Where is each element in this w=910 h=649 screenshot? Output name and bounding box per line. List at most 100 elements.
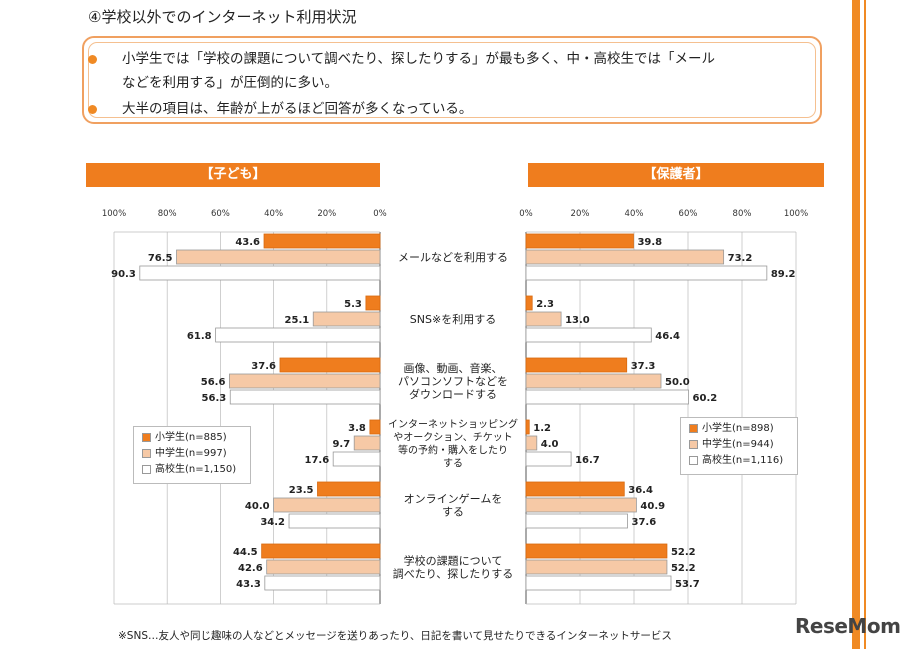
child-data-label: 25.1: [285, 315, 310, 326]
child-data-label: 3.8: [348, 423, 366, 434]
child-data-label: 37.6: [251, 361, 276, 372]
parent-data-label: 53.7: [675, 579, 700, 590]
parent-bar: [525, 559, 668, 575]
parent-data-label: 37.6: [632, 517, 657, 528]
parent-data-label: 52.2: [671, 547, 696, 558]
parent-bar: [525, 265, 768, 281]
parent-data-label: 4.0: [541, 439, 559, 450]
category-label: やオークション、チケット: [393, 432, 512, 444]
legend-swatch: [142, 448, 151, 458]
parent-data-label: 13.0: [565, 315, 590, 326]
child-bar: [176, 249, 381, 265]
parent-bar: [525, 295, 533, 311]
right-accent-bar: [852, 0, 860, 649]
child-data-label: 44.5: [233, 547, 258, 558]
category-label: する: [442, 506, 464, 519]
parent-bar: [525, 357, 628, 373]
legend-swatch: [142, 432, 151, 442]
category-label: メールなどを利用する: [398, 251, 508, 264]
footnote: ※SNS…友人や同じ趣味の人などとメッセージを送りあったり、日記を書いて見せたり…: [118, 630, 672, 642]
category-label: インターネットショッピング: [388, 418, 518, 431]
parent-bar: [525, 481, 625, 497]
parent-tick-label: 80%: [733, 209, 752, 219]
parent-data-label: 52.2: [671, 563, 696, 574]
parent-panel-header: 【保護者】: [528, 163, 824, 187]
legend-item-elementary: 小学生(n=885): [142, 431, 227, 445]
category-label: する: [443, 458, 463, 470]
parent-tick-label: 40%: [625, 209, 644, 219]
category-label: 画像、動画、音楽、: [404, 361, 503, 375]
legend-label: 中学生(n=944): [702, 439, 774, 450]
legend-swatch: [689, 423, 698, 433]
parent-bar: [525, 311, 562, 327]
child-bar: [332, 451, 381, 467]
child-data-label: 43.3: [236, 579, 261, 590]
parent-tick-label: 60%: [679, 209, 698, 219]
parent-bar: [525, 543, 668, 559]
summary-inner-border: [88, 42, 816, 118]
parent-tick-label: 0%: [519, 209, 533, 219]
category-label: 学校の課題について: [404, 554, 503, 568]
child-data-label: 34.2: [260, 517, 285, 528]
parent-tick-label: 20%: [571, 209, 590, 219]
summary-bullet-1: 小学生では「学校の課題について調べたり、探したりする」が最も多く、中・高校生では…: [88, 48, 716, 70]
legend-swatch: [689, 455, 698, 465]
child-data-label: 5.3: [344, 299, 362, 310]
logo: ReseMom: [795, 614, 901, 638]
child-bar: [229, 389, 381, 405]
summary-line-1: 小学生では「学校の課題について調べたり、探したりする」が最も多く、中・高校生では…: [122, 51, 716, 67]
page-title: ④学校以外でのインターネット利用状況: [88, 8, 357, 26]
category-label: 等の予約・購入をしたり: [398, 444, 508, 457]
child-bar: [312, 311, 381, 327]
child-data-label: 42.6: [238, 563, 263, 574]
parent-bar: [525, 435, 538, 451]
bullet-dot-icon: [88, 55, 97, 64]
parent-bar: [525, 373, 662, 389]
legend-item-elementary: 小学生(n=898): [689, 422, 774, 436]
child-bar: [261, 543, 381, 559]
child-data-label: 40.0: [245, 501, 270, 512]
summary-bullet-2: 大半の項目は、年齢が上がるほど回答が多くなっている。: [88, 98, 473, 120]
summary-line-3: 大半の項目は、年齢が上がるほど回答が多くなっている。: [122, 101, 473, 117]
parent-bar: [525, 513, 628, 529]
child-bar: [266, 559, 381, 575]
legend-item-high: 高校生(n=1,116): [689, 454, 783, 468]
category-label: SNS※を利用する: [410, 313, 496, 326]
category-label: パソコンソフトなどを: [398, 375, 508, 388]
child-bar: [215, 327, 381, 343]
child-bar: [288, 513, 381, 529]
parent-bar: [525, 327, 652, 343]
legend-label: 小学生(n=885): [155, 432, 227, 443]
parent-tick-label: 100%: [784, 209, 808, 219]
child-data-label: 76.5: [148, 253, 173, 264]
bullet-dot-icon: [88, 105, 97, 114]
child-bar: [317, 481, 381, 497]
child-tick-label: 40%: [264, 209, 283, 219]
summary-line-2: などを利用する」が圧倒的に多い。: [122, 75, 338, 91]
parent-bar: [525, 233, 634, 249]
parent-data-label: 36.4: [628, 485, 653, 496]
legend-item-middle: 中学生(n=997): [142, 447, 227, 461]
parent-data-label: 39.8: [637, 237, 662, 248]
parent-data-label: 2.3: [536, 299, 554, 310]
child-data-label: 9.7: [332, 439, 350, 450]
child-tick-label: 0%: [373, 209, 387, 219]
parent-data-label: 60.2: [693, 393, 718, 404]
child-data-label: 56.3: [202, 393, 227, 404]
legend-label: 小学生(n=898): [702, 423, 774, 434]
parent-bar: [525, 497, 637, 513]
child-panel-header: 【子ども】: [86, 163, 380, 187]
legend-label: 高校生(n=1,116): [702, 455, 784, 466]
parent-data-label: 1.2: [533, 423, 551, 434]
parent-data-label: 16.7: [575, 455, 600, 466]
child-bar: [263, 233, 381, 249]
child-tick-label: 80%: [158, 209, 177, 219]
child-data-label: 90.3: [111, 269, 136, 280]
child-bar: [279, 357, 381, 373]
parent-data-label: 50.0: [665, 377, 690, 388]
parent-legend: 小学生(n=898) 中学生(n=944) 高校生(n=1,116): [680, 417, 798, 475]
child-tick-label: 20%: [317, 209, 336, 219]
parent-data-label: 37.3: [631, 361, 656, 372]
parent-data-label: 46.4: [655, 331, 680, 342]
